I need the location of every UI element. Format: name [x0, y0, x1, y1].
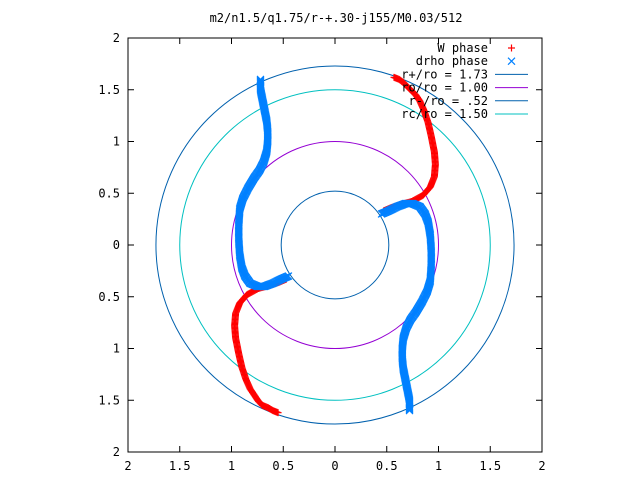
y-tick-label: 0.5	[98, 186, 120, 200]
legend-label: W phase	[437, 41, 488, 55]
legend-swatch	[507, 57, 516, 66]
y-tick-label: 1.5	[98, 83, 120, 97]
y-tick-label: 1	[113, 342, 120, 356]
y-tick-label: 0	[113, 238, 120, 252]
radius-circle	[179, 89, 491, 401]
legend-label: rc/ro = 1.50	[401, 107, 488, 121]
radius-circle	[231, 141, 439, 349]
x-tick-label: 1.5	[169, 459, 191, 473]
legend-label: r-/ro = .52	[409, 94, 488, 108]
phase-markers	[231, 73, 439, 417]
legend-swatch	[508, 44, 515, 52]
y-tick-label: 0.5	[98, 290, 120, 304]
data-point	[284, 272, 293, 280]
x-tick-label: 1.5	[479, 459, 501, 473]
legend-label: drho phase	[416, 54, 488, 68]
radius-circles	[155, 65, 515, 425]
x-tick-label: 1	[435, 459, 442, 473]
axis-ticks: 2 1.5 1 0.5 0 0.5 1 1.5 221.510.500.511.52	[98, 31, 545, 473]
x-tick-label: 0.5	[376, 459, 398, 473]
x-tick-label: 2	[124, 459, 131, 473]
radius-circle	[155, 65, 515, 425]
y-tick-label: 2	[113, 31, 120, 45]
radius-circle	[280, 190, 390, 300]
x-tick-label: 0.5	[272, 459, 294, 473]
x-tick-label: 1	[228, 459, 235, 473]
y-tick-label: 1.5	[98, 393, 120, 407]
legend-label: r+/ro = 1.73	[401, 67, 488, 81]
legend-label: ro/ro = 1.00	[401, 81, 488, 95]
y-tick-label: 1	[113, 135, 120, 149]
data-point	[274, 409, 282, 417]
chart-title: m2/n1.5/q1.75/r-+.30-j155/M0.03/512	[210, 11, 463, 25]
data-point	[377, 210, 386, 218]
x-tick-label: 0	[331, 459, 338, 473]
y-tick-label: 2	[113, 445, 120, 459]
x-tick-label: 2	[538, 459, 545, 473]
